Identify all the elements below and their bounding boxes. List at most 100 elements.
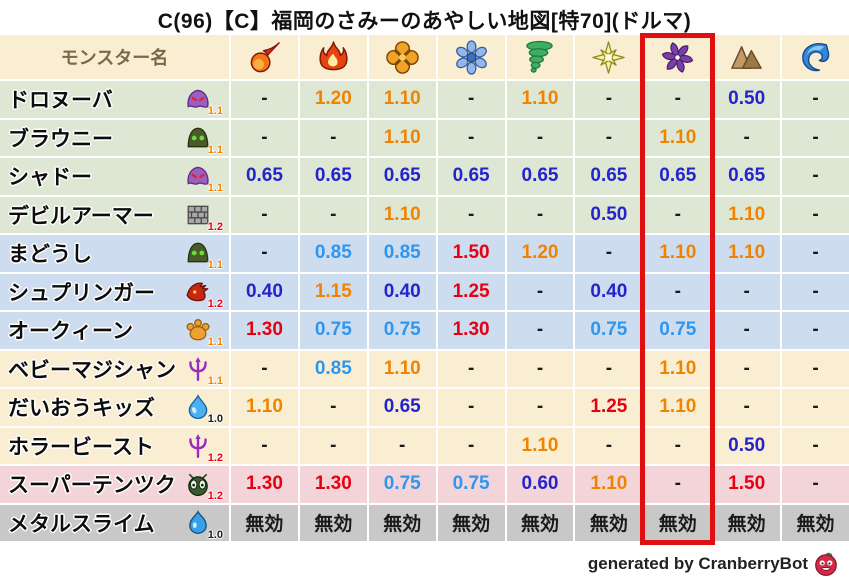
resistance-value: - xyxy=(644,427,712,464)
monster-name: スーパーテンツク xyxy=(8,474,176,498)
monster-name-cell: オークィーン 1.1 xyxy=(0,312,229,349)
footer: generated by CranberryBot xyxy=(588,549,839,579)
monster-family: 1.2 xyxy=(185,202,223,233)
resistance-value: 0.50 xyxy=(713,427,781,464)
resistance-value: 1.30 xyxy=(231,466,298,503)
resistance-value: 1.10 xyxy=(368,350,436,387)
resistance-value: - xyxy=(782,81,849,118)
resistance-value: 0.65 xyxy=(299,158,367,195)
bug-icon xyxy=(185,471,211,497)
element-header-cell xyxy=(713,35,781,79)
resistance-value: - xyxy=(782,350,849,387)
spawn-multiplier: 1.1 xyxy=(207,182,223,195)
resistance-value: 0.85 xyxy=(368,235,436,272)
monster-name: ブラウニー xyxy=(8,127,113,151)
element-header-cell xyxy=(437,35,505,79)
monster-name: メタルスライム xyxy=(8,512,155,536)
light-star-icon xyxy=(591,40,626,75)
resistance-value: - xyxy=(437,427,505,464)
fireball-icon xyxy=(247,40,282,75)
resistance-value: 1.10 xyxy=(368,81,436,118)
resistance-value: 1.10 xyxy=(713,235,781,272)
resistance-value: 0.75 xyxy=(644,312,712,349)
element-header-cell xyxy=(506,35,574,79)
spawn-multiplier: 1.2 xyxy=(207,451,223,464)
resistance-value: 0.85 xyxy=(299,235,367,272)
resistance-value: - xyxy=(506,350,574,387)
resistance-value: 1.10 xyxy=(368,119,436,156)
resistance-value: - xyxy=(299,119,367,156)
resistance-value: - xyxy=(644,81,712,118)
monster-name: ホラービースト xyxy=(8,435,154,459)
monster-family: 1.1 xyxy=(185,317,223,348)
flame-icon xyxy=(316,40,351,75)
purple-blob-icon xyxy=(185,86,211,112)
element-header-cell xyxy=(575,35,643,79)
credit-text: generated by CranberryBot xyxy=(587,554,808,573)
monster-name: まどうし xyxy=(8,243,92,267)
monster-family: 1.2 xyxy=(185,471,223,502)
dragon-icon xyxy=(185,279,211,305)
snowflake-icon xyxy=(454,39,489,75)
resistance-value: - xyxy=(782,158,849,195)
resistance-value: 0.75 xyxy=(575,312,643,349)
resistance-value: 0.50 xyxy=(575,196,643,233)
resistance-value: - xyxy=(231,427,298,464)
monster-name-cell: シュプリンガー 1.2 xyxy=(0,273,229,310)
wave-icon xyxy=(798,40,833,75)
resistance-value: - xyxy=(782,389,849,426)
resistance-value: - xyxy=(713,389,781,426)
resistance-value: 無効 xyxy=(782,504,849,541)
monster-name: ベビーマジシャン xyxy=(8,358,176,382)
spawn-multiplier: 1.1 xyxy=(207,105,223,118)
resistance-value: - xyxy=(713,273,781,310)
resistance-value: - xyxy=(231,119,298,156)
resistance-value: - xyxy=(575,427,643,464)
resistance-value: - xyxy=(231,235,298,272)
monster-family: 1.1 xyxy=(185,86,223,117)
mountain-icon xyxy=(729,40,764,75)
resistance-value: - xyxy=(644,466,712,503)
monster-name-cell: ベビーマジシャン 1.1 xyxy=(0,350,229,387)
monster-name-cell: だいおうキッズ 1.0 xyxy=(0,389,229,426)
element-header-cell xyxy=(368,35,436,79)
monster-name: ドロヌーバ xyxy=(8,89,113,113)
resistance-value: 0.40 xyxy=(231,273,298,310)
resistance-value: - xyxy=(437,196,505,233)
resistance-value: - xyxy=(437,81,505,118)
resistance-value: - xyxy=(506,312,574,349)
resistance-value: - xyxy=(782,235,849,272)
monster-family: 1.1 xyxy=(185,163,223,194)
resistance-value: 無効 xyxy=(713,504,781,541)
monster-family: 1.0 xyxy=(185,509,223,541)
monster-name-cell: シャドー 1.1 xyxy=(0,158,229,195)
resistance-value: 1.30 xyxy=(231,312,298,349)
resistance-value: - xyxy=(231,81,298,118)
trident-icon xyxy=(185,433,211,459)
resistance-value: 1.30 xyxy=(299,466,367,503)
monster-name-cell: デビルアーマー 1.2 xyxy=(0,196,229,233)
monster-name-cell: スーパーテンツク 1.2 xyxy=(0,466,229,503)
resistance-value: - xyxy=(437,119,505,156)
resistance-value: 無効 xyxy=(644,504,712,541)
monster-family: 1.1 xyxy=(185,356,223,387)
resistance-value: - xyxy=(713,350,781,387)
resistance-value: 1.10 xyxy=(713,196,781,233)
resistance-value: 0.40 xyxy=(368,273,436,310)
resistance-value: 1.10 xyxy=(644,235,712,272)
resistance-value: - xyxy=(644,273,712,310)
resistance-value: - xyxy=(644,196,712,233)
resistance-value: 0.65 xyxy=(231,158,298,195)
resistance-value: 0.65 xyxy=(713,158,781,195)
resistance-value: - xyxy=(506,389,574,426)
resistance-value: 0.65 xyxy=(437,158,505,195)
resistance-value: 無効 xyxy=(575,504,643,541)
resistance-value: 0.75 xyxy=(437,466,505,503)
monster-name: シュプリンガー xyxy=(8,281,155,305)
monster-name: オークィーン xyxy=(8,320,133,344)
resistance-value: 1.10 xyxy=(644,389,712,426)
resistance-value: 1.30 xyxy=(437,312,505,349)
resistance-value: 1.10 xyxy=(575,466,643,503)
spawn-multiplier: 1.1 xyxy=(207,374,223,387)
resistance-value: 1.20 xyxy=(506,235,574,272)
